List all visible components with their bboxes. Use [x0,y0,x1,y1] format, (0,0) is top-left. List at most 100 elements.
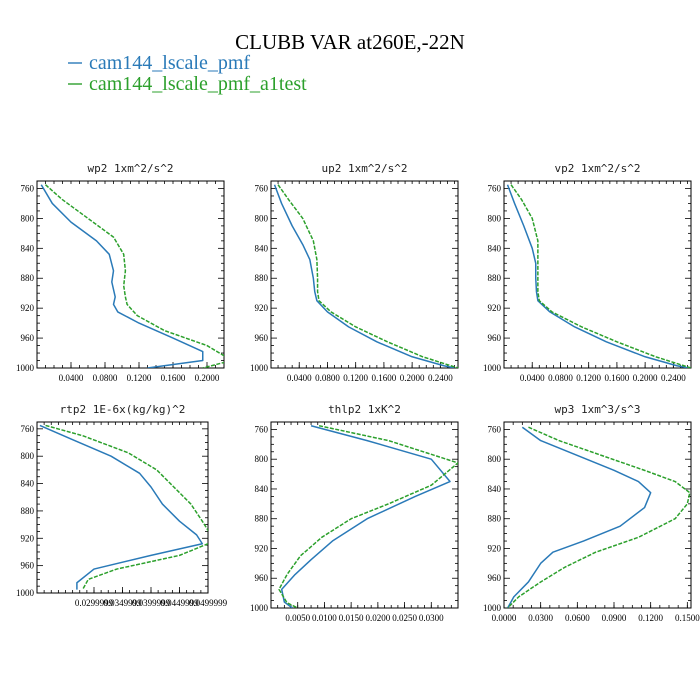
x-tick-label: 0.0400 [520,373,545,383]
series-line-2 [510,184,691,368]
y-tick-label: 800 [255,454,269,464]
panel-6: wp3 1xm^3/s^3 760 800 840 880 920 960 10000.000… [483,403,700,623]
x-tick-label: 0.0800 [93,373,118,383]
y-tick-label: 760 [21,183,35,193]
y-tick-label: 920 [488,303,502,313]
y-tick-label: 1000 [250,363,269,373]
x-tick-label: 0.0499999 [189,598,228,608]
x-tick-label: 0.0349999 [103,598,142,608]
y-tick-label: 840 [255,243,269,253]
x-tick-label: 0.2000 [400,373,425,383]
y-tick-label: 960 [21,333,35,343]
legend: cam144_lscale_pmf cam144_lscale_pmf_a1te… [68,52,307,95]
panel-title: up2 1xm^2/s^2 [321,162,407,175]
x-tick-label: 0.0800 [315,373,340,383]
x-tick-label: 0.1200 [127,373,152,383]
x-tick-label: 0.1200 [576,373,601,383]
x-tick-label: 0.0400 [287,373,312,383]
y-tick-label: 800 [255,213,269,223]
panel-title: wp2 1xm^2/s^2 [87,162,173,175]
y-tick-label: 960 [488,573,502,583]
series-line-1 [506,184,690,368]
x-tick-label: 0.1200 [343,373,368,383]
x-tick-label: 0.2000 [633,373,658,383]
y-tick-label: 800 [488,213,502,223]
y-tick-label: 1000 [483,603,502,613]
series-line-1 [39,424,204,590]
y-tick-label: 1000 [16,588,35,598]
panel-title: rtp2 1E-6x(kg/kg)^2 [60,403,186,416]
y-tick-label: 920 [255,543,269,553]
legend-label-series-2: cam144_lscale_pmf_a1test [89,73,307,95]
y-tick-label: 880 [488,514,502,524]
x-tick-label: 0.0150 [339,613,364,623]
y-tick-label: 1000 [16,363,35,373]
y-tick-label: 880 [21,506,35,516]
x-tick-label: 0.0300 [528,613,553,623]
series-line-1 [40,184,204,368]
series-line-1 [507,426,652,608]
y-tick-label: 880 [255,273,269,283]
y-tick-label: 800 [21,213,35,223]
legend-label-series-1: cam144_lscale_pmf [89,52,250,74]
panel-title: wp3 1xm^3/s^3 [554,403,640,416]
x-tick-label: 0.0600 [565,613,590,623]
panel-3: vp2 1xm^2/s^2 760 800 840 880 920 960 1000 0.040… [483,162,692,383]
y-tick-label: 760 [488,424,502,434]
x-tick-label: 0.0250 [392,613,417,623]
x-tick-label: 0.2400 [428,373,453,383]
y-tick-label: 920 [488,543,502,553]
x-tick-label: 0.0200 [365,613,390,623]
x-tick-label: 0.1600 [372,373,397,383]
series-line-2 [507,426,691,608]
x-tick-label: 0.0050 [285,613,310,623]
x-tick-label: 0.1600 [605,373,630,383]
series-line-2 [45,424,208,590]
x-tick-label: 0.2000 [195,373,220,383]
panel-title: thlp2 1xK^2 [328,403,401,416]
y-tick-label: 840 [255,484,269,494]
x-tick-label: 0.0800 [548,373,573,383]
series-line-2 [278,424,458,608]
y-tick-label: 840 [488,243,502,253]
y-tick-label: 840 [21,479,35,489]
y-tick-label: 920 [21,303,35,313]
y-tick-label: 960 [21,561,35,571]
x-tick-label: 0.1200 [638,613,663,623]
series-line-1 [280,424,451,608]
y-tick-label: 960 [255,573,269,583]
y-tick-label: 840 [488,484,502,494]
y-tick-label: 880 [488,273,502,283]
x-tick-label: 0.1600 [161,373,186,383]
panel-4: rtp2 1E-6x(kg/kg)^2 760 800 840 880 920 960 100… [16,403,228,608]
y-tick-label: 760 [21,424,35,434]
x-tick-label: 0.0900 [602,613,627,623]
y-tick-label: 840 [21,243,35,253]
y-tick-label: 960 [488,333,502,343]
series-line-1 [273,184,455,368]
y-tick-label: 800 [488,454,502,464]
series-line-2 [45,184,224,368]
y-tick-label: 880 [255,514,269,524]
y-tick-label: 960 [255,333,269,343]
panel-title: vp2 1xm^2/s^2 [554,162,640,175]
y-tick-label: 760 [488,183,502,193]
x-tick-label: 0.0399999 [132,598,171,608]
x-tick-label: 0.0100 [312,613,337,623]
plot-frame [270,421,459,609]
x-tick-label: 0.2400 [661,373,686,383]
y-tick-label: 760 [255,183,269,193]
panels-container: wp2 1xm^2/s^2 760 800 840 880 920 960 1000 0.040… [16,162,700,623]
panel-1: wp2 1xm^2/s^2 760 800 840 880 920 960 1000 0.040… [16,162,225,383]
x-tick-label: 0.0449999 [160,598,199,608]
x-tick-label: 0.0300 [419,613,444,623]
figure-title: CLUBB VAR at260E,-22N [235,30,465,54]
y-tick-label: 800 [21,451,35,461]
y-tick-label: 880 [21,273,35,283]
plot-frame [503,180,692,369]
x-tick-label: 0.0400 [59,373,84,383]
x-tick-label: 0.0000 [492,613,517,623]
x-tick-label: 0.0299999 [75,598,114,608]
